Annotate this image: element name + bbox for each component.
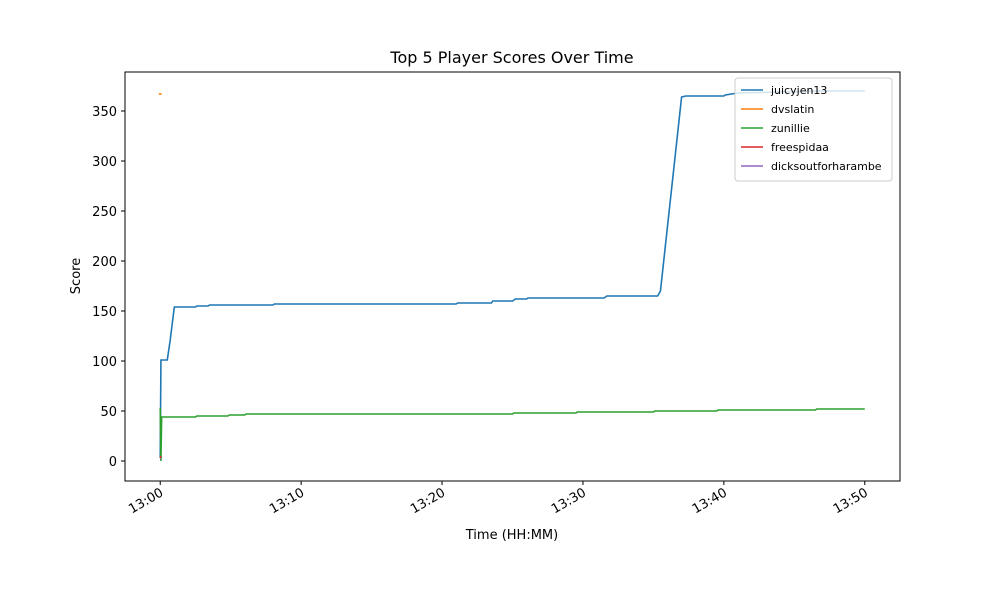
x-axis-label: Time (HH:MM) <box>465 528 558 543</box>
legend-box <box>734 77 893 182</box>
y-tick-label: 250 <box>92 205 117 220</box>
y-axis-label: Score <box>69 258 84 294</box>
y-tick-label: 50 <box>100 405 117 420</box>
legend-label: dvslatin <box>771 103 814 116</box>
chart-title: Top 5 Player Scores Over Time <box>389 48 633 67</box>
series-line <box>159 90 865 459</box>
plot-frame <box>124 71 901 482</box>
y-tick-label: 0 <box>109 455 117 470</box>
legend-label: juicyjen13 <box>770 84 827 97</box>
series-line <box>159 455 162 459</box>
y-tick-label: 350 <box>92 105 117 120</box>
y-tick-label: 100 <box>92 355 117 370</box>
series-line <box>159 407 865 462</box>
y-tick-label: 200 <box>92 255 117 270</box>
legend-label: dicksoutforharambe <box>771 160 882 173</box>
legend-label: freespidaa <box>771 141 829 154</box>
y-tick-label: 300 <box>92 155 117 170</box>
y-tick-label: 150 <box>92 305 117 320</box>
legend-label: zunillie <box>771 122 810 135</box>
